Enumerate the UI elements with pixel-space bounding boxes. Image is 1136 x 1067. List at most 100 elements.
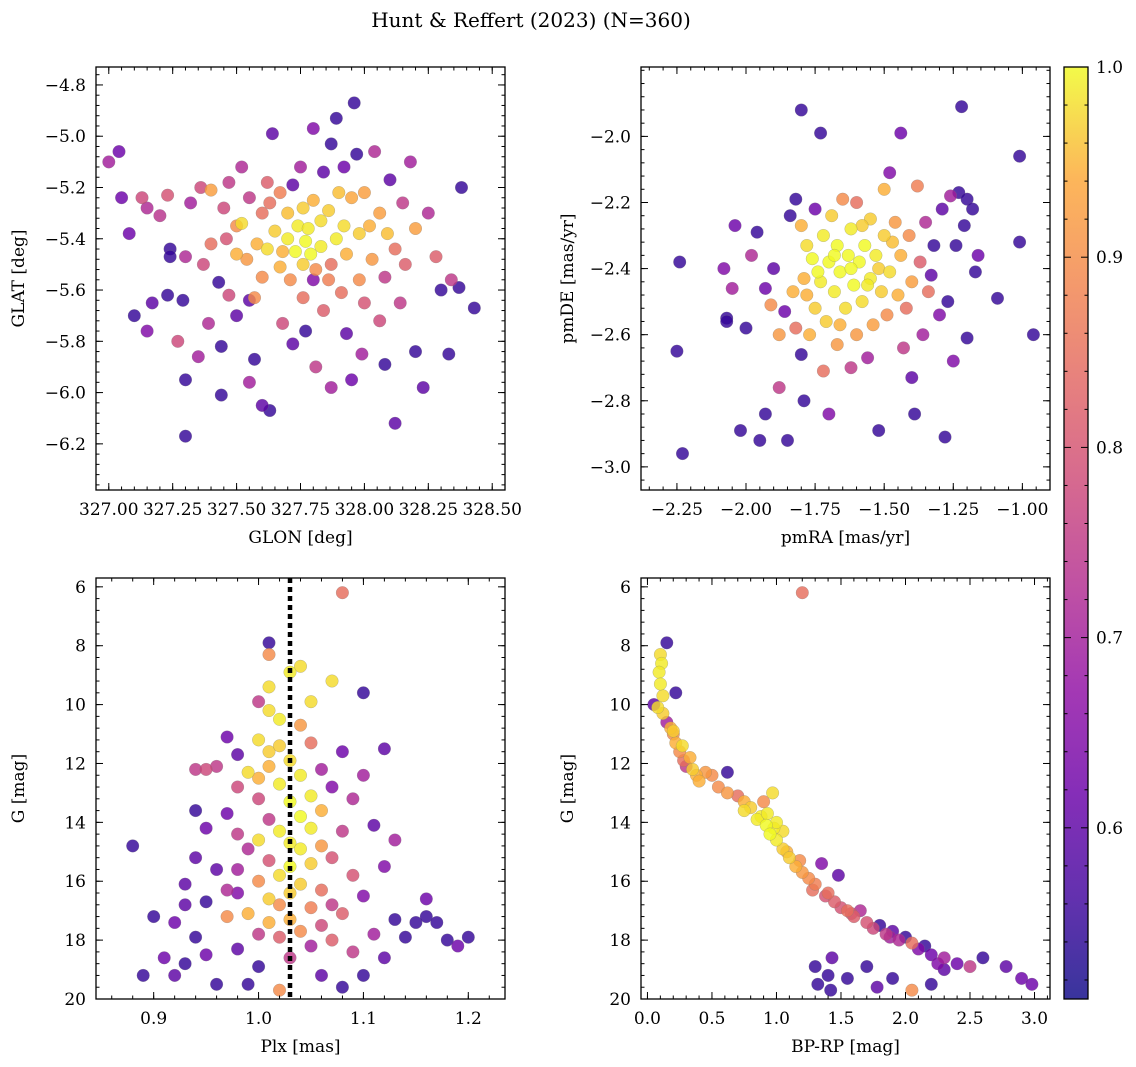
data-point (315, 839, 329, 853)
data-point (355, 347, 369, 361)
data-point (897, 341, 911, 355)
data-point (199, 821, 213, 835)
x-tick-label: 0.5 (698, 1009, 725, 1029)
data-point (220, 807, 234, 821)
data-point (356, 968, 370, 982)
x-tick-label: 1.0 (763, 1009, 790, 1029)
x-tick-label: 1.5 (827, 1009, 854, 1029)
data-point (294, 160, 308, 174)
data-point (858, 238, 872, 252)
y-tick-label: 16 (64, 872, 86, 892)
data-point (872, 262, 886, 276)
data-point (222, 175, 236, 189)
data-point (352, 227, 366, 241)
y-tick-label: −2.4 (590, 260, 631, 280)
data-point (651, 701, 665, 715)
data-point (819, 315, 833, 329)
data-point (252, 960, 266, 974)
data-point (325, 933, 339, 947)
panel-1: 327.00 327.25 327.50 327.75 328.00 328.25 328.… (9, 66, 522, 548)
data-point (794, 348, 808, 362)
data-point (153, 209, 167, 223)
data-point (189, 930, 203, 944)
plot-frame (640, 66, 1051, 491)
data-point (309, 360, 323, 374)
data-point (763, 827, 777, 841)
data-point (220, 910, 234, 924)
data-point (692, 774, 706, 788)
data-point (403, 155, 417, 169)
data-point (676, 447, 690, 461)
data-point (686, 762, 700, 776)
data-point (217, 201, 231, 215)
panel-3: 0.9 1.0 1.1 1.2 6 8 10 12 14 16 18 20 Plx [mas] G [ma… (9, 577, 506, 1057)
y-tick-label: 18 (609, 931, 631, 951)
data-point (220, 730, 234, 744)
scatter-points (670, 100, 1040, 461)
data-point (168, 968, 182, 982)
data-point (363, 219, 377, 233)
data-point (335, 907, 349, 921)
data-point (396, 196, 410, 210)
data-point (734, 424, 748, 438)
data-point (367, 927, 381, 941)
colorbar: 0.6 0.7 0.8 0.9 1.0 (1063, 58, 1123, 1000)
y-tick-label: −5.8 (45, 332, 86, 352)
data-point (419, 910, 433, 924)
data-point (306, 193, 320, 207)
data-point (825, 209, 839, 223)
data-point (286, 337, 300, 351)
data-point (314, 214, 328, 228)
data-point (814, 126, 828, 140)
data-point (356, 686, 370, 700)
data-point (126, 839, 140, 853)
data-point (870, 980, 884, 994)
data-point (102, 155, 116, 169)
data-point (808, 960, 822, 974)
data-point (850, 328, 864, 342)
data-point (821, 886, 835, 900)
data-point (717, 262, 731, 276)
data-point (262, 916, 276, 930)
data-point (214, 339, 228, 353)
data-point (147, 910, 161, 924)
x-tick-label: 327.50 (207, 500, 266, 520)
data-point (886, 971, 900, 985)
data-point (112, 145, 126, 159)
y-tick-label: 6 (620, 578, 631, 598)
data-point (666, 724, 680, 738)
x-axis-label: BP-RP [mag] (791, 1037, 900, 1057)
data-point (652, 665, 666, 679)
colorbar-tick-label: 1.0 (1096, 58, 1123, 78)
data-point (419, 892, 433, 906)
data-point (315, 883, 329, 897)
data-point (789, 321, 803, 335)
data-point (262, 812, 276, 826)
y-tick-label: −2.0 (590, 127, 631, 147)
data-point (347, 96, 361, 110)
data-point (325, 851, 339, 865)
data-point (304, 247, 318, 261)
data-point (241, 842, 255, 856)
data-point (304, 821, 318, 835)
data-point (398, 257, 412, 271)
data-point (324, 137, 338, 151)
data-point (949, 238, 963, 252)
data-point (440, 933, 454, 947)
data-point (839, 301, 853, 315)
data-point (231, 942, 245, 956)
data-point (241, 907, 255, 921)
data-point (178, 373, 192, 387)
data-point (178, 250, 192, 264)
data-point (827, 285, 841, 299)
data-point (260, 175, 274, 189)
data-point (329, 111, 343, 125)
data-point (758, 281, 772, 295)
data-point (855, 219, 869, 233)
data-point (891, 288, 905, 302)
data-point (377, 742, 391, 756)
data-point (304, 695, 318, 709)
data-point (199, 948, 213, 962)
y-tick-label: −6.2 (45, 435, 86, 455)
data-point (946, 354, 960, 368)
